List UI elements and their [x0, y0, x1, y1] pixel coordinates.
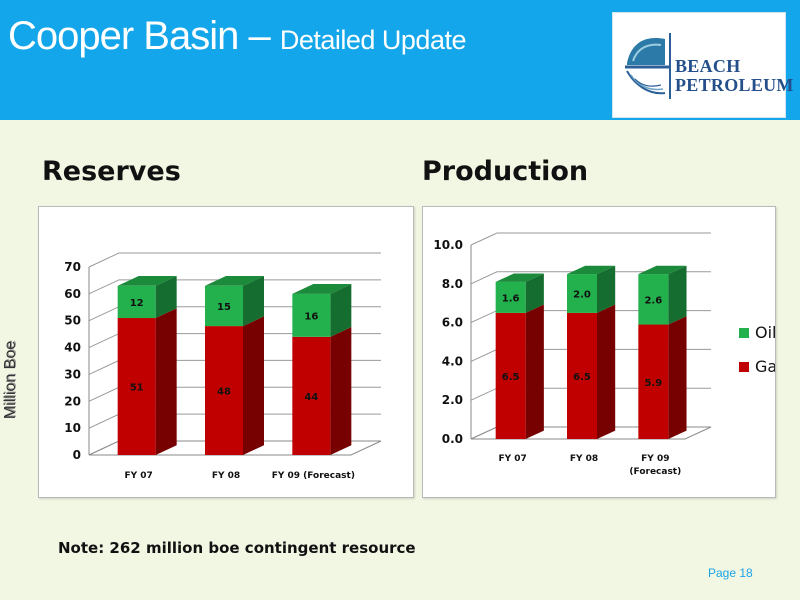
x-tick-label: (Forecast) [629, 467, 681, 477]
bar-gas-2 [205, 326, 243, 455]
bar-side-oil [668, 265, 687, 325]
slide-title: Cooper Basin – Detailed Update [8, 14, 466, 59]
bar-top-oil [205, 276, 264, 286]
bar-oil-3 [292, 293, 331, 337]
x-tick-label: FY 07 [125, 471, 153, 481]
bar-side-oil [155, 276, 177, 319]
bar-side-gas [330, 327, 352, 455]
logo-emblem-icon [623, 31, 671, 101]
production-chart: 0.0 2.0 4.0 6.0 8.0 10.0 6.5 1.6 FY 07 6.5 2.0 FY 0… [433, 232, 786, 477]
legend-swatch-gas [739, 362, 749, 372]
x-tick-label: FY 09 [641, 454, 669, 464]
data-label: 6.5 [502, 372, 520, 383]
header-bar: Cooper Basin – Detailed Update BEACH PET… [0, 0, 800, 120]
data-label: 5.9 [644, 378, 662, 389]
data-label: 2.0 [573, 290, 591, 301]
bar-top-oil [567, 265, 616, 275]
bar-top-oil [638, 265, 687, 275]
beach-petroleum-logo: BEACH PETROLEUM [612, 12, 793, 118]
bar-gas-3 [292, 336, 331, 455]
y-tick-label: 8.0 [442, 277, 463, 291]
data-label: 6.5 [573, 372, 591, 383]
data-label: 48 [217, 387, 231, 398]
y-tick-label: 70 [64, 260, 81, 274]
y-tick-label: 60 [64, 287, 81, 301]
reserves-chart: 0 10 20 30 40 50 60 70 51 12 FY 07 48 15 FY 08 44 16 FY … [64, 252, 382, 481]
bar-side-oil [243, 276, 264, 327]
legend-swatch-oil [739, 328, 749, 338]
bar-top-oil [495, 273, 544, 282]
y-tick-label: 2.0 [442, 393, 463, 407]
title-sub: Detailed Update [279, 25, 467, 55]
bar-side-oil [525, 273, 544, 313]
y-tick-label: 4.0 [442, 354, 463, 368]
legend-label-oil: Oil [755, 323, 775, 342]
reserves-title: Reserves [42, 156, 181, 187]
bar-side-oil [597, 265, 616, 313]
bar-gas-1 [495, 312, 526, 439]
x-tick-label: FY 09 (Forecast) [272, 471, 355, 481]
logo-text-line2: PETROLEUM [675, 75, 794, 95]
data-label: 44 [304, 392, 318, 403]
gridline [470, 271, 711, 285]
y-tick-label: 0.0 [442, 432, 463, 446]
bar-gas-2 [567, 312, 597, 439]
y-tick-label: 10.0 [433, 238, 463, 252]
x-tick-label: FY 08 [212, 471, 240, 481]
bar-top-oil [117, 276, 177, 286]
data-label: 15 [217, 302, 231, 313]
y-tick-label: 50 [64, 314, 81, 328]
data-label: 12 [130, 298, 144, 309]
gridline [470, 232, 711, 246]
bar-gas-3 [638, 324, 669, 439]
production-chart-panel: 0.0 2.0 4.0 6.0 8.0 10.0 6.5 1.6 FY 07 6.5 2.0 FY 0… [422, 206, 786, 498]
bar-oil-1 [495, 281, 526, 313]
y-tick-label: 6.0 [442, 316, 463, 330]
bar-top-oil [292, 284, 352, 294]
production-title: Production [422, 156, 589, 187]
data-label: 2.6 [644, 295, 662, 306]
bar-side-oil [330, 284, 352, 337]
bar-side-gas [597, 304, 616, 439]
bar-side-gas [668, 316, 687, 439]
data-label: 51 [130, 383, 144, 394]
y-tick-label: 10 [64, 421, 81, 435]
y-tick-label: 40 [64, 341, 81, 355]
gridline [88, 252, 381, 268]
bar-oil-2 [567, 274, 597, 313]
bar-oil-3 [638, 274, 669, 325]
bar-oil-1 [117, 285, 156, 319]
logo-text-line1: BEACH [675, 56, 741, 76]
gridline [88, 279, 381, 295]
bar-side-gas [525, 304, 544, 439]
logo-text: BEACH PETROLEUM [675, 57, 794, 95]
y-tick-label: 20 [64, 394, 81, 408]
bar-side-gas [155, 308, 177, 455]
y-tick-label: 0 [73, 448, 81, 462]
reserves-chart-panel: 0 10 20 30 40 50 60 70 51 12 FY 07 48 15 FY 08 44 16 FY … [38, 206, 414, 498]
y-tick-label: 30 [64, 367, 81, 381]
data-label: 16 [304, 311, 318, 322]
contingent-resource-note: Note: 262 million boe contingent resourc… [58, 539, 416, 557]
page-number: Page 18 [708, 566, 753, 580]
reserves-y-axis-label: Million Boe [2, 340, 19, 420]
bar-oil-2 [205, 285, 243, 327]
x-tick-label: FY 07 [499, 454, 527, 464]
bar-gas-1 [117, 318, 156, 455]
bar-side-gas [243, 316, 264, 455]
data-label: 1.6 [502, 293, 520, 304]
legend-label-gas: Gas [755, 357, 775, 376]
title-main: Cooper Basin – [8, 14, 280, 58]
x-tick-label: FY 08 [570, 454, 598, 464]
